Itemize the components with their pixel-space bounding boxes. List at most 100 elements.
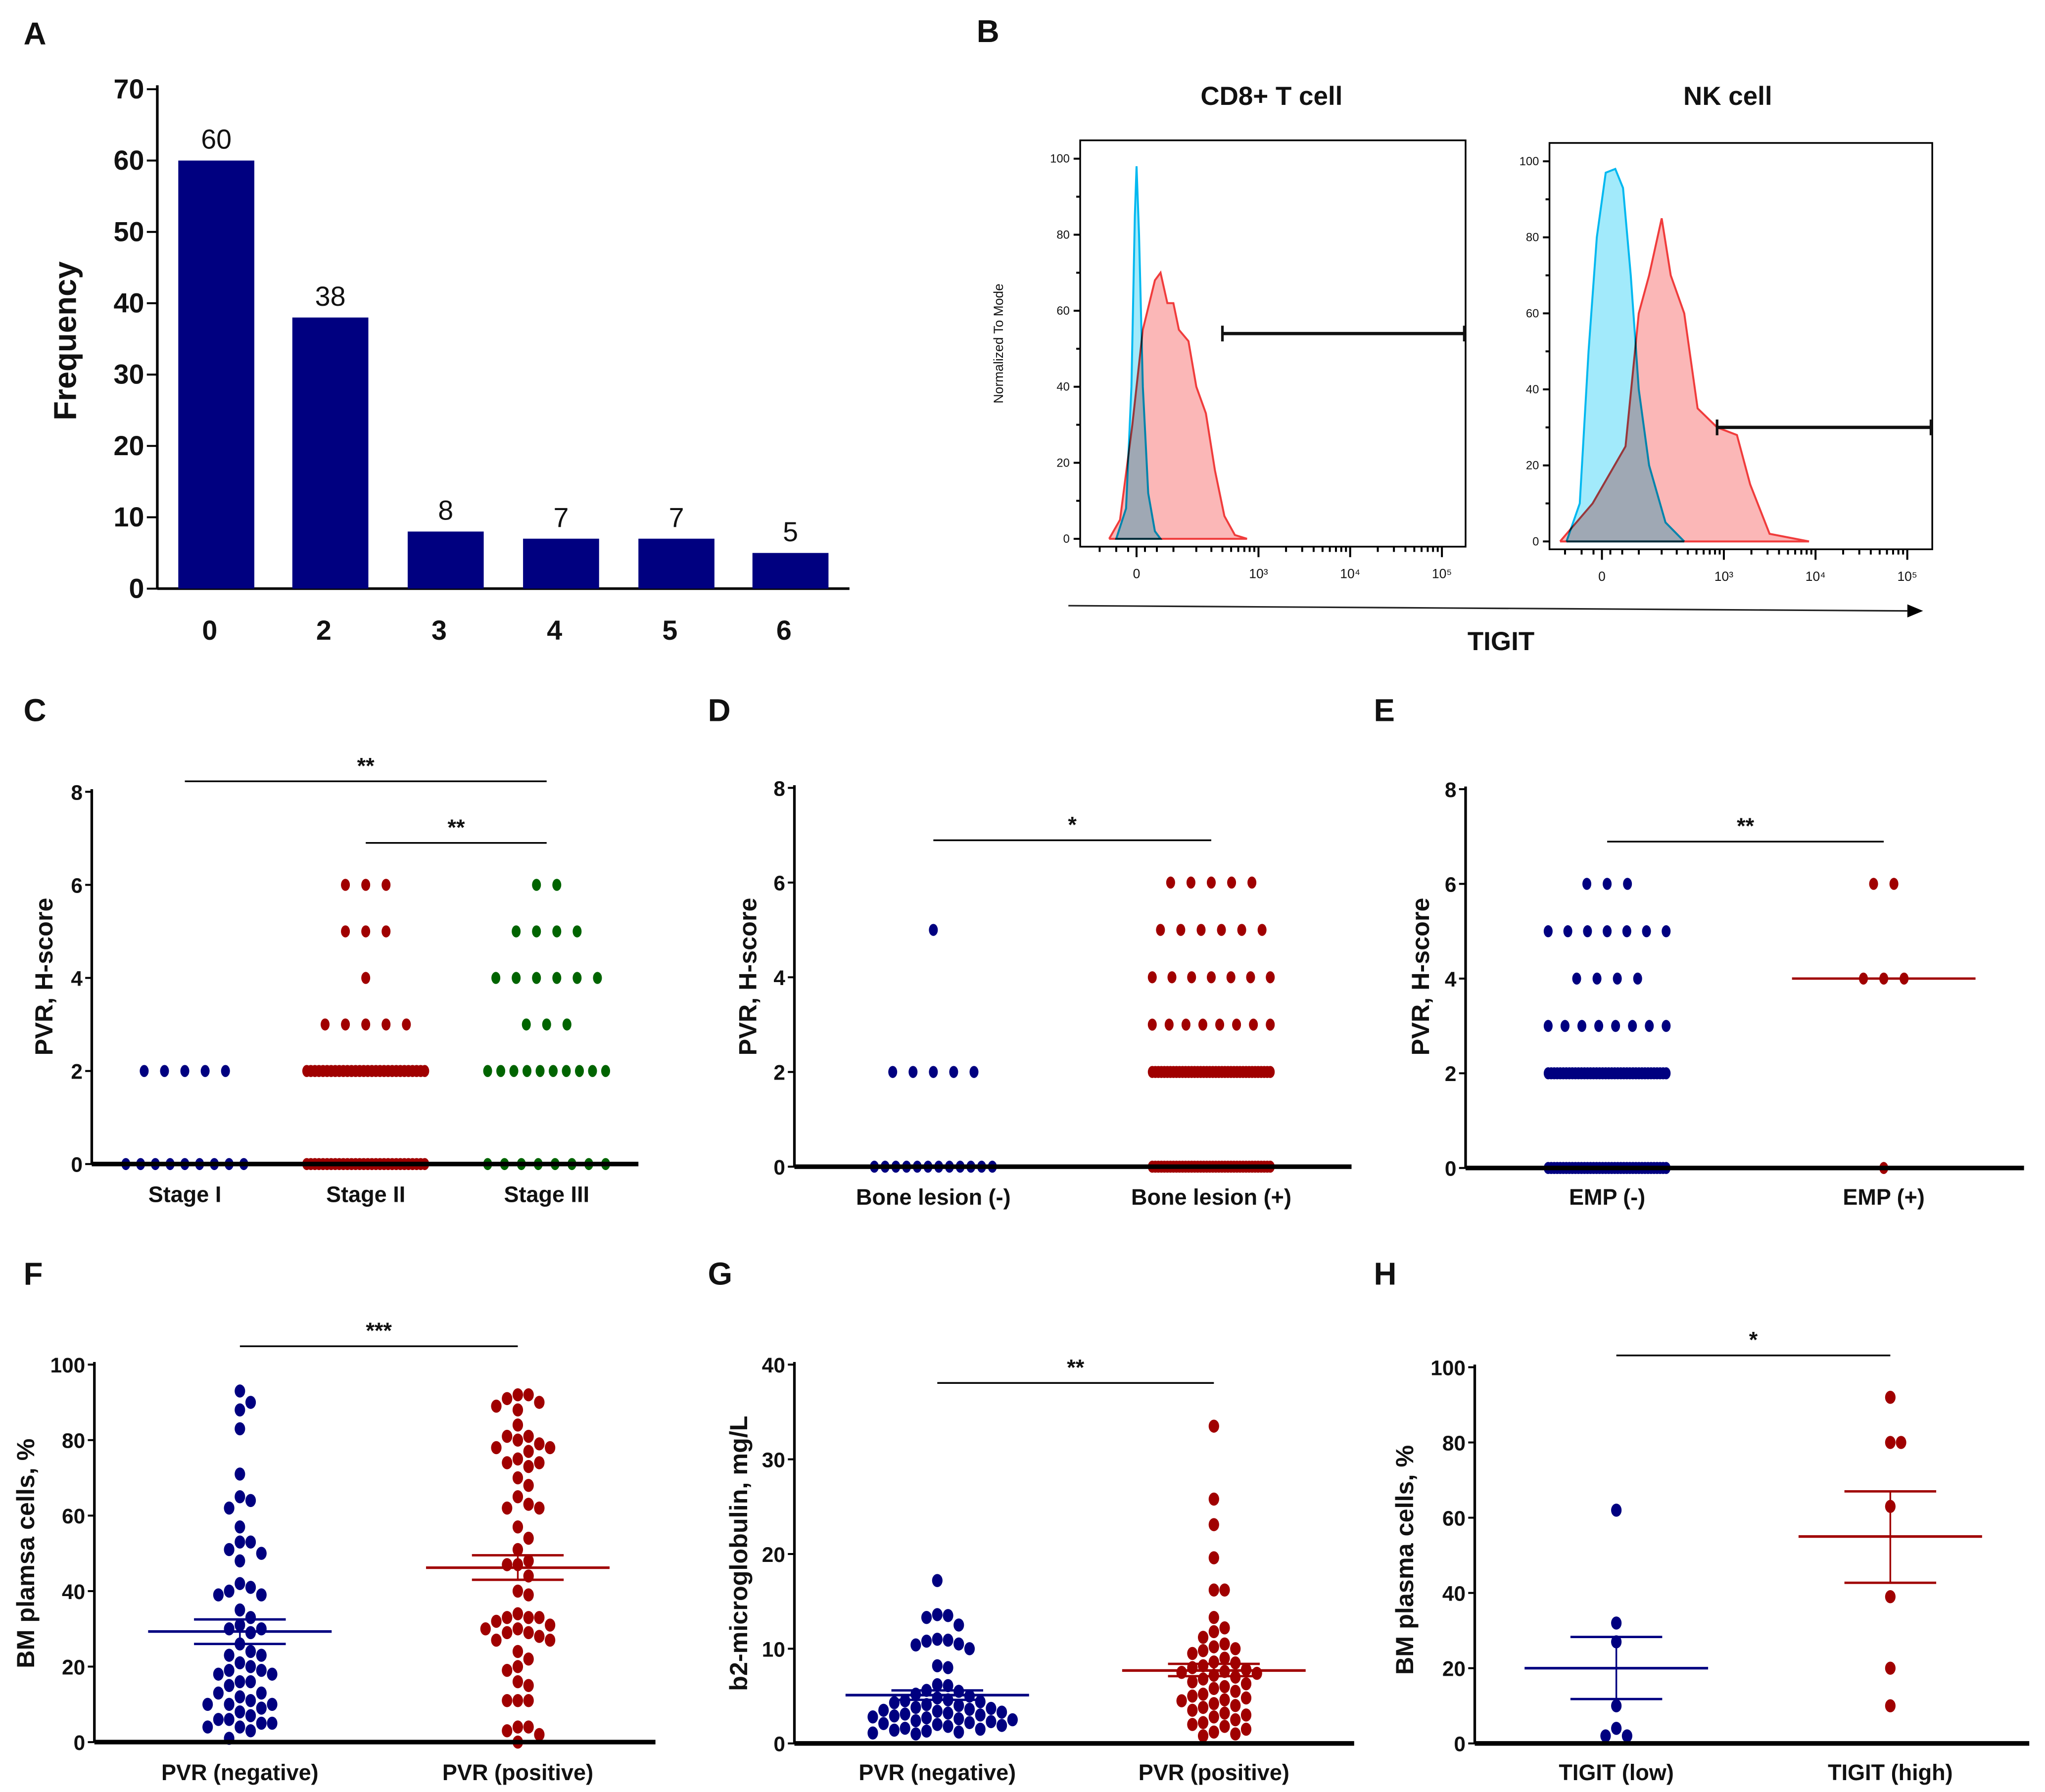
data-point [256,1686,267,1700]
y-tick-label: 2 [71,1060,83,1084]
control-histogram [1566,167,1687,543]
panel-letter-f: F [24,1257,43,1292]
data-point [1208,1640,1219,1653]
data-point [1208,1492,1219,1506]
y-tick-label: 0 [1063,532,1070,546]
data-point [1885,1699,1896,1713]
data-point [523,1679,534,1692]
data-point [235,1656,245,1670]
data-point [381,1018,391,1031]
data-point [943,1720,953,1733]
data-point [545,1618,556,1632]
data-point [1208,1625,1219,1639]
data-point [235,1705,245,1719]
data-point [523,1388,534,1402]
y-tick-label: 0 [773,1733,785,1756]
data-point [512,1694,523,1707]
data-point [1247,876,1257,889]
data-point [235,1535,245,1549]
panel-g-scatter: b2-microglobulin, mg/L 0 10 20 30 40 PVR (nega… [724,1354,1354,1785]
y-tick-label: 0 [71,1153,83,1177]
data-point [361,925,371,938]
data-point [953,1637,964,1651]
significance-label: * [1749,1327,1758,1353]
arrow-head-icon [1907,604,1923,618]
data-point [1206,876,1216,889]
data-point [523,1626,534,1640]
data-point [491,1441,502,1455]
y-tick-label: 0 [1454,1733,1466,1756]
data-point [542,1018,551,1031]
data-point [512,1660,523,1673]
x-tick-label: 3 [431,615,447,646]
y-tick-label: 20 [1442,1657,1466,1681]
data-point [1583,925,1592,938]
tigit-arrow-line [1068,605,1907,612]
data-point [1208,1610,1219,1624]
data-point [1187,1703,1198,1717]
data-point [572,972,582,984]
data-point [1633,972,1642,985]
data-point [1577,1020,1587,1032]
data-point [224,1698,235,1711]
data-point [929,924,938,936]
data-point [224,1663,235,1677]
y-axis-label: b2-microglobulin, mg/L [724,1415,753,1691]
data-point [1187,1675,1198,1689]
y-tick-label: 80 [1056,228,1070,241]
data-point [1257,924,1267,936]
data-point [267,1698,278,1711]
data-point [910,1700,921,1714]
panel-letter-c: C [24,693,47,728]
y-tick-label: 40 [114,287,144,318]
bar-data-label: 38 [315,281,346,312]
data-point [512,1584,523,1598]
data-point [1885,1590,1896,1603]
data-point [245,1645,256,1658]
x-group-label: PVR (positive) [1139,1760,1289,1785]
data-point [512,1675,523,1689]
data-point [921,1698,932,1711]
data-point [889,1696,900,1709]
data-point [549,1065,558,1077]
significance-label: * [1068,812,1077,838]
data-point [552,972,562,984]
panel-c-dot-plot: PVR, H-score 0 2 4 6 8 Stage I Stage II Stage II… [30,753,639,1207]
y-tick-label: 30 [762,1448,785,1471]
x-tick-label: 10⁵ [1897,569,1917,584]
y-tick-label: 4 [773,966,785,990]
data-point [1208,1419,1219,1433]
data-point [593,972,602,984]
data-point [1603,925,1612,938]
y-tick-label: 4 [71,967,83,990]
data-point [509,1065,519,1077]
data-point [1147,971,1157,984]
bar-data-label: 8 [438,495,453,526]
data-point [1611,1722,1622,1735]
y-tick-label: 100 [1430,1356,1466,1379]
data-point [1208,1518,1219,1531]
y-tick-label: 60 [1056,304,1070,318]
data-point [245,1581,256,1594]
data-point [221,1065,230,1077]
data-point [1208,1655,1219,1669]
y-axis-label: PVR, H-score [734,898,762,1056]
y-tick-label: 60 [114,145,144,176]
data-point [202,1720,213,1734]
y-tick-label: 6 [773,872,785,895]
y-tick-label: 10 [762,1638,785,1661]
data-point [1219,1637,1230,1651]
data-point [921,1634,932,1648]
data-point [256,1716,267,1730]
data-point [1196,924,1206,936]
data-point [235,1384,245,1398]
data-point [523,1498,534,1511]
panel-letter-e: E [1374,693,1395,728]
data-point [1613,972,1622,985]
data-point [1219,1651,1230,1665]
panel-letter-d: D [708,693,731,728]
y-tick-label: 100 [1050,152,1070,166]
data-point [224,1679,235,1692]
data-point [512,1645,523,1658]
x-group-label: EMP (+) [1843,1184,1925,1210]
